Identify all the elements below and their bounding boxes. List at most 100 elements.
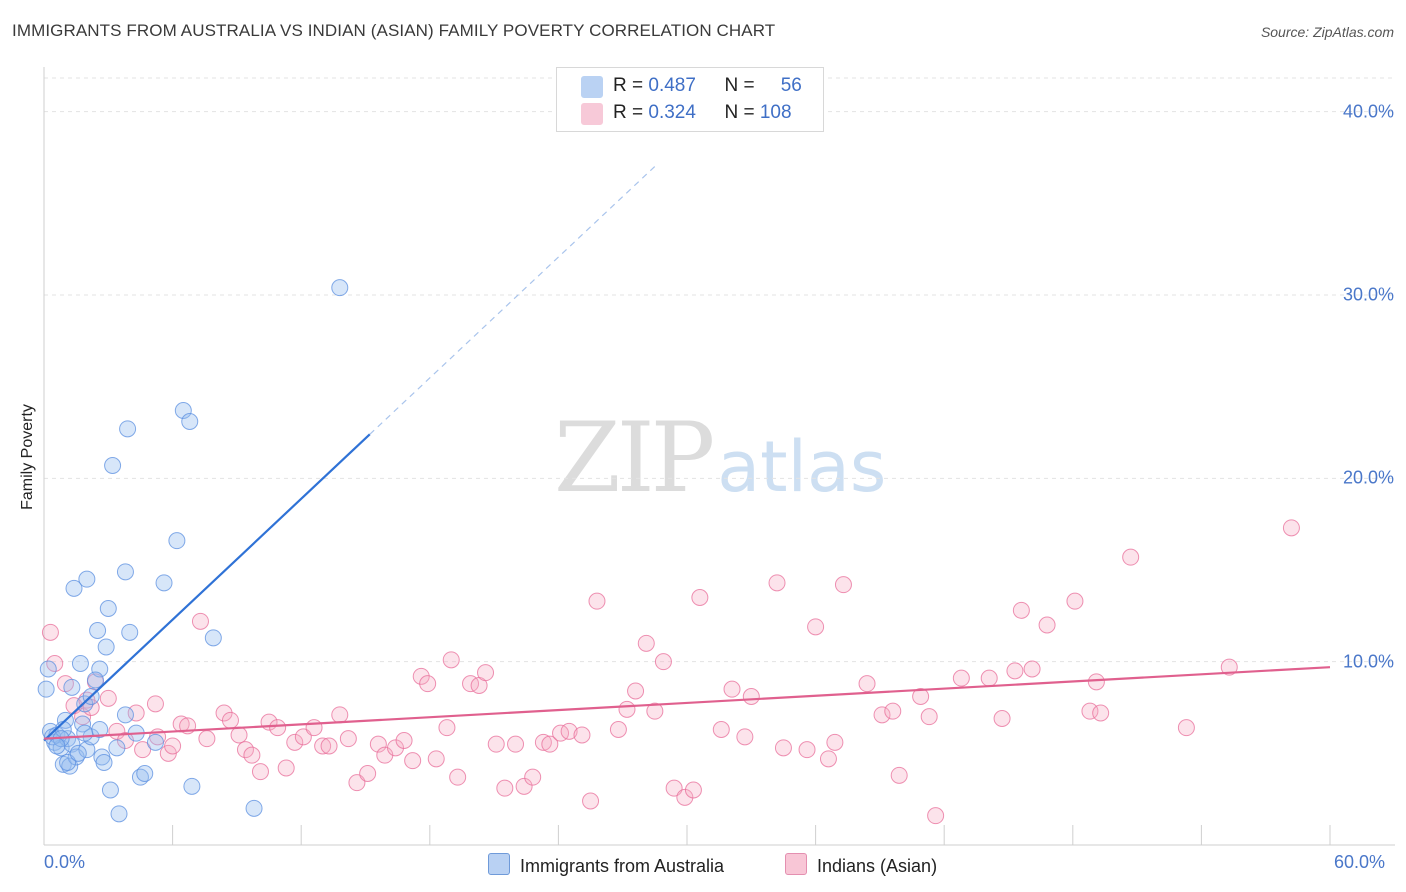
point-indians bbox=[952, 669, 970, 687]
point-australia bbox=[86, 671, 104, 689]
point-australia bbox=[97, 638, 115, 656]
point-australia bbox=[146, 733, 164, 751]
legend-n-value: 108 bbox=[759, 102, 792, 123]
point-indians bbox=[1023, 660, 1041, 678]
point-indians bbox=[980, 669, 998, 687]
y-tick-label: 20.0% bbox=[1342, 467, 1394, 488]
point-australia bbox=[104, 457, 122, 474]
point-indians bbox=[277, 759, 295, 777]
legend-r-label: R = bbox=[613, 102, 649, 123]
point-indians bbox=[134, 741, 152, 759]
point-australia bbox=[54, 755, 72, 773]
point-indians bbox=[99, 689, 117, 707]
point-indians bbox=[427, 750, 445, 768]
point-indians bbox=[286, 733, 304, 751]
point-indians bbox=[552, 724, 570, 742]
point-indians bbox=[419, 675, 437, 693]
trend-line-australia-extrapolated bbox=[369, 166, 656, 435]
point-indians bbox=[215, 704, 233, 722]
point-australia bbox=[116, 706, 134, 724]
point-indians bbox=[534, 733, 552, 751]
x-tick-label-max: 60.0% bbox=[1334, 852, 1386, 872]
point-indians bbox=[890, 766, 908, 784]
point-indians bbox=[873, 706, 891, 724]
point-indians bbox=[146, 695, 164, 713]
point-australia bbox=[65, 579, 83, 597]
point-australia bbox=[78, 741, 96, 759]
point-indians bbox=[395, 732, 413, 749]
point-indians bbox=[1066, 592, 1084, 610]
point-indians bbox=[1081, 702, 1099, 720]
point-australia bbox=[99, 600, 117, 617]
point-indians bbox=[768, 574, 786, 592]
point-australia bbox=[119, 420, 137, 438]
point-australia bbox=[183, 777, 201, 795]
point-indians bbox=[1282, 519, 1300, 537]
point-indians bbox=[560, 722, 578, 740]
point-indians bbox=[269, 719, 287, 737]
point-australia bbox=[108, 739, 126, 757]
source-label: Source: ZipAtlas.com bbox=[1260, 24, 1394, 40]
point-indians bbox=[369, 735, 387, 753]
point-indians bbox=[243, 746, 261, 764]
legend-r-value: 0.487 bbox=[648, 75, 696, 96]
legend-swatch-australia bbox=[581, 76, 603, 98]
point-australia bbox=[76, 724, 94, 742]
bottom-legend-label-australia: Immigrants from Australia bbox=[520, 856, 725, 876]
point-indians bbox=[807, 618, 825, 636]
y-axis-label: Family Poverty bbox=[19, 404, 36, 510]
point-indians bbox=[1012, 601, 1030, 619]
point-indians bbox=[819, 750, 837, 768]
point-australia bbox=[95, 754, 113, 771]
point-indians bbox=[221, 711, 239, 729]
point-indians bbox=[654, 653, 672, 671]
point-indians bbox=[691, 589, 709, 606]
point-indians bbox=[920, 708, 938, 726]
point-australia bbox=[69, 744, 87, 762]
trend-lines bbox=[43, 166, 1331, 742]
trend-line-australia bbox=[43, 433, 371, 742]
legend-swatch-indians bbox=[581, 103, 603, 125]
point-indians bbox=[684, 781, 702, 799]
point-australia bbox=[245, 799, 263, 817]
bottom-legend-label-indians: Indians (Asian) bbox=[817, 856, 938, 876]
point-australia bbox=[91, 721, 109, 738]
point-indians bbox=[320, 737, 338, 755]
bottom-legend-indians[interactable]: Indians (Asian) bbox=[785, 853, 937, 877]
chart-title: IMMIGRANTS FROM AUSTRALIA VS INDIAN (ASI… bbox=[12, 21, 776, 40]
point-australia bbox=[89, 622, 107, 639]
point-indians bbox=[191, 612, 209, 630]
point-indians bbox=[507, 735, 525, 753]
point-australia bbox=[71, 655, 89, 672]
point-indians bbox=[618, 700, 636, 718]
point-indians bbox=[127, 704, 145, 722]
point-indians bbox=[912, 688, 930, 705]
legend-n-value: 56 bbox=[780, 75, 802, 96]
point-indians bbox=[496, 779, 514, 797]
bottom-legend-swatch-australia bbox=[488, 853, 510, 875]
point-indians bbox=[573, 726, 591, 744]
point-australia bbox=[39, 660, 57, 678]
point-australia bbox=[168, 532, 186, 550]
point-indians bbox=[858, 675, 876, 693]
point-indians bbox=[927, 807, 945, 825]
legend-n-label: N = bbox=[724, 75, 760, 96]
point-indians bbox=[404, 752, 422, 770]
point-indians bbox=[736, 728, 754, 746]
point-indians bbox=[442, 651, 460, 669]
legend-r-label: R = bbox=[613, 75, 649, 96]
point-australia bbox=[91, 660, 109, 678]
point-indians bbox=[798, 741, 816, 759]
point-australia bbox=[101, 781, 119, 799]
x-tick-label-min: 0.0% bbox=[44, 852, 86, 872]
point-indians bbox=[1038, 616, 1056, 634]
point-australia bbox=[204, 629, 222, 647]
point-indians bbox=[1122, 548, 1140, 566]
bottom-legend-australia[interactable]: Immigrants from Australia bbox=[488, 853, 724, 877]
point-indians bbox=[314, 737, 332, 755]
point-indians bbox=[198, 730, 216, 748]
axes bbox=[43, 67, 1395, 846]
point-australia bbox=[78, 570, 96, 588]
point-indians bbox=[1177, 719, 1195, 737]
